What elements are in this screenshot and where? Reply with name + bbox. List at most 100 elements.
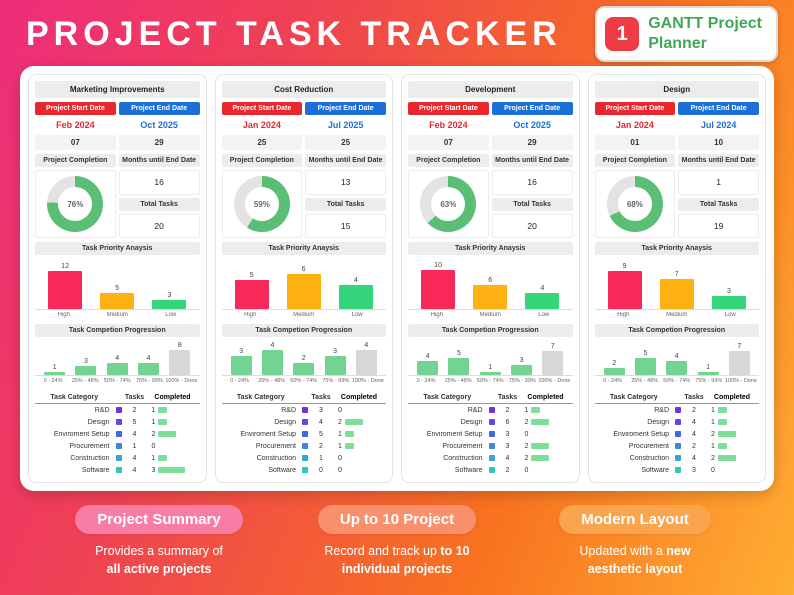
months-until-label: Months until End Date: [118, 154, 200, 167]
priority-bar-group: 12: [48, 263, 83, 309]
completion-percentage: 63%: [431, 187, 466, 221]
completion-section: Project Completion Months until End Date…: [408, 154, 573, 238]
months-total-stack: 16 Total Tasks 20: [118, 170, 200, 238]
months-until-value: 13: [305, 170, 386, 195]
table-body: R&D 2 1 Design 5 1 Enviroment Setup 4 2 Procureme…: [35, 404, 200, 476]
completed-count: 2: [524, 442, 529, 450]
category-color-square: [302, 443, 308, 450]
bar-category-label: 25% - 48%: [631, 378, 659, 385]
progression-bar-group: 2: [293, 355, 315, 376]
total-tasks-label: Total Tasks: [678, 197, 759, 211]
table-header-completed: Completed: [527, 393, 564, 401]
category-color-square: [115, 467, 122, 474]
total-tasks-label: Total Tasks: [305, 197, 386, 211]
completed-bar: [344, 419, 363, 426]
completed-cell: 1: [146, 455, 200, 462]
priority-bar-group: 9: [607, 263, 642, 309]
completed-count: 2: [151, 430, 156, 438]
feature-pill: Project Summary: [75, 505, 243, 534]
completed-count: 2: [711, 430, 715, 438]
priority-bar-group: 10: [421, 262, 456, 309]
bar-category-label: High: [57, 312, 70, 318]
category-color-cell: [487, 467, 497, 474]
priority-bar-group: 3: [711, 288, 746, 309]
task-category-cell: Enviroment Setup: [53, 430, 110, 438]
completed-cell: 2: [705, 455, 759, 462]
tasks-count-cell: 4: [505, 454, 510, 462]
task-category-cell: Construction: [629, 454, 669, 462]
completed-bar: [158, 407, 168, 414]
progression-bar: [293, 363, 315, 376]
bar-value-label: 4: [540, 285, 545, 292]
progression-bar: [448, 358, 470, 376]
category-color-cell: [300, 431, 310, 438]
task-category-cell: R&D: [654, 406, 669, 414]
task-category-cell: Software: [641, 466, 669, 474]
bar-category-label: 50% - 74%: [663, 378, 691, 385]
progression-bar: [634, 358, 656, 376]
bar-value-label: 4: [270, 342, 275, 350]
feature-text-line: aesthetic layout: [516, 560, 754, 578]
completed-count: 1: [338, 442, 342, 450]
category-color-square: [488, 407, 495, 414]
bar-value-label: 7: [674, 271, 679, 278]
project-title: Cost Reduction: [221, 81, 386, 98]
priority-bar-group: 4: [338, 277, 373, 309]
category-color-square: [115, 407, 122, 414]
tasks-count-cell: 4: [692, 454, 696, 462]
completion-label: Project Completion: [35, 154, 116, 167]
priority-bar-group: 6: [473, 277, 508, 309]
end-month-value: Oct 2025: [140, 120, 178, 130]
progression-bar-group: 4: [355, 342, 377, 376]
category-color-square: [488, 443, 495, 450]
tasks-count-cell: 4: [132, 430, 137, 438]
task-category-cell: Software: [81, 466, 110, 474]
progression-chart-title: Task Competion Progression: [221, 323, 386, 337]
priority-category-labels: High Medium Low: [595, 310, 760, 320]
completed-cell: 1: [705, 407, 759, 414]
category-color-cell: [300, 467, 310, 474]
bar-value-label: 3: [726, 288, 731, 295]
progression-bar-group: 2: [603, 360, 625, 376]
task-category-cell: Software: [268, 466, 296, 474]
bar-category-label: 100% - Done: [724, 378, 757, 385]
start-date-header: Project Start Date: [408, 102, 489, 115]
tasks-count-cell: 5: [319, 430, 323, 438]
end-month-value: Jul 2024: [700, 120, 737, 130]
start-day-value: 07: [408, 135, 489, 150]
completed-cell: 0: [705, 467, 759, 474]
feature-callout: Project Summary Provides a summary of all …: [40, 505, 278, 595]
priority-bar-group: 7: [659, 271, 694, 309]
task-category-cell: Design: [460, 418, 483, 426]
feature-text-line: individual projects: [278, 560, 516, 578]
progression-bar-group: 1: [479, 364, 501, 376]
priority-chart-title: Task Priority Anaysis: [594, 242, 759, 255]
tasks-count-cell: 4: [692, 430, 696, 438]
progression-bar: [261, 350, 283, 376]
bar-value-label: 3: [519, 357, 524, 365]
category-color-square: [115, 419, 122, 426]
badge-text: GANTT Project Planner: [648, 14, 762, 54]
progression-bar-group: 4: [666, 353, 688, 376]
end-date-header: Project End Date: [491, 102, 573, 115]
completed-bar: [717, 443, 727, 450]
completed-count: 2: [524, 418, 529, 426]
priority-chart: 10 6 4: [408, 255, 573, 310]
category-color-cell: [487, 407, 497, 414]
table-header-completed: Completed: [154, 393, 191, 401]
bar-value-label: 5: [249, 272, 254, 279]
months-until-value: 1: [678, 170, 759, 195]
months-until-label: Months until End Date: [678, 154, 759, 167]
table-header-row: Task Category Tasks Completed: [35, 391, 200, 405]
completed-cell: 1: [519, 407, 573, 414]
bar-value-label: 6: [301, 266, 306, 273]
table-row: Enviroment Setup 3 0: [408, 428, 573, 440]
task-category-cell: Construction: [256, 454, 296, 462]
category-color-square: [675, 419, 681, 426]
category-color-square: [488, 419, 495, 426]
progression-bar: [230, 356, 252, 376]
task-category-cell: Procurement: [628, 442, 669, 450]
completion-section: Project Completion Months until End Date…: [35, 154, 200, 238]
table-header-tasks: Tasks: [311, 393, 331, 401]
bar-value-label: 4: [146, 355, 151, 363]
